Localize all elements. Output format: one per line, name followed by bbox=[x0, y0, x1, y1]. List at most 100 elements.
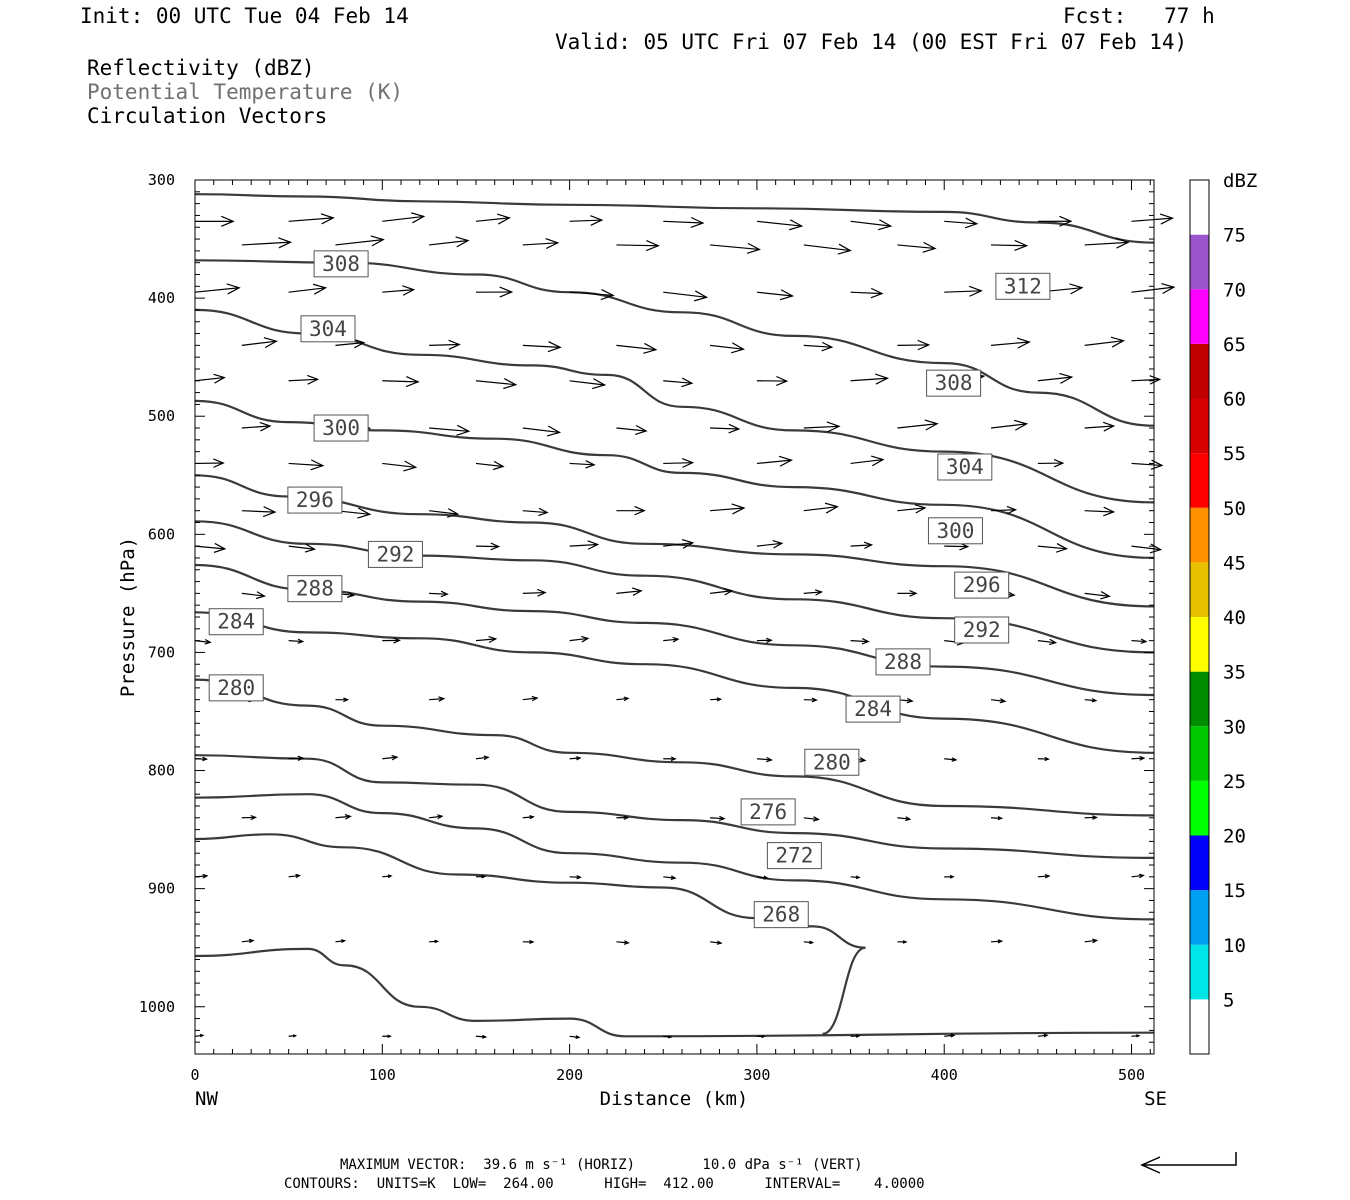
vector-arrow bbox=[756, 289, 795, 301]
vector-arrow bbox=[897, 940, 908, 944]
colorbar-level-label: 65 bbox=[1223, 334, 1246, 356]
contour-label-box bbox=[313, 250, 369, 278]
vector-arrow bbox=[475, 755, 490, 761]
x-left-end-label: NW bbox=[195, 1088, 218, 1110]
vector-arrow bbox=[1037, 458, 1065, 468]
contour-label: 280 bbox=[217, 676, 255, 700]
vector-arrow bbox=[1131, 375, 1162, 385]
vector-arrow bbox=[194, 873, 209, 879]
vector-arrow bbox=[475, 635, 498, 643]
vector-arrow bbox=[382, 285, 416, 296]
vector-arrow bbox=[663, 216, 705, 229]
vector-arrow bbox=[1131, 755, 1146, 761]
contour-label-box bbox=[208, 674, 264, 702]
vector-arrow bbox=[522, 695, 539, 702]
vector-arrow bbox=[1084, 336, 1126, 348]
vector-arrow bbox=[569, 1035, 581, 1040]
x-tick-label: 100 bbox=[369, 1066, 396, 1084]
x-tick-label: 500 bbox=[1118, 1066, 1145, 1084]
colorbar-cell bbox=[1190, 180, 1209, 235]
vector-arrow bbox=[897, 816, 912, 822]
contour-label-box bbox=[995, 272, 1051, 300]
colorbar-level-label: 60 bbox=[1223, 389, 1246, 411]
vector-arrow bbox=[991, 239, 1029, 252]
vector-arrow bbox=[944, 217, 979, 229]
colorbar-cell bbox=[1190, 398, 1209, 454]
vector-arrow bbox=[1131, 283, 1176, 295]
vector-arrow bbox=[756, 375, 789, 387]
contour-label-box bbox=[300, 315, 356, 343]
vector-arrow bbox=[194, 542, 227, 553]
contour-line bbox=[194, 754, 1155, 859]
contour-label-box bbox=[926, 369, 982, 397]
contour-line bbox=[194, 193, 1155, 244]
contour-label: 292 bbox=[963, 618, 1001, 642]
colorbar-level-label: 35 bbox=[1223, 662, 1246, 684]
vector-arrow bbox=[241, 938, 255, 944]
y-tick-label: 500 bbox=[148, 407, 175, 425]
contour-line bbox=[194, 833, 866, 1035]
vector-arrow bbox=[569, 215, 604, 226]
vector-arrow bbox=[756, 875, 769, 880]
vector-arrow bbox=[194, 1033, 205, 1038]
colorbar-level-label: 25 bbox=[1223, 771, 1246, 793]
vector-arrow bbox=[850, 287, 884, 299]
vector-arrow bbox=[803, 940, 815, 945]
vector-arrow bbox=[1037, 215, 1073, 227]
colorbar-level-label: 75 bbox=[1223, 225, 1246, 247]
vector-arrow bbox=[663, 756, 677, 762]
vector-arrow bbox=[991, 939, 1004, 944]
vector-arrow bbox=[569, 635, 590, 643]
contour-labels: 312 308 308 304 304 300 300 296 296 292 292 288 288 2… bbox=[208, 250, 1051, 929]
vector-arrow bbox=[616, 424, 648, 435]
y-tick-label: 600 bbox=[148, 525, 175, 543]
vector-arrow bbox=[803, 341, 834, 352]
vector-arrow bbox=[1037, 638, 1058, 646]
vector-arrow bbox=[288, 638, 305, 644]
vector-arrow bbox=[522, 507, 549, 517]
vector-arrow bbox=[990, 337, 1031, 349]
contour-label-box bbox=[927, 517, 983, 545]
vector-arrow bbox=[663, 875, 677, 881]
vector-arrow bbox=[710, 697, 723, 702]
vector-arrow bbox=[288, 755, 305, 761]
vector-arrow bbox=[803, 816, 820, 822]
vector-arrow bbox=[663, 377, 694, 388]
vector-arrow bbox=[522, 588, 547, 597]
colorbar-level-label: 40 bbox=[1223, 607, 1246, 629]
vector-arrow bbox=[616, 342, 658, 354]
vector-arrow bbox=[990, 698, 1007, 704]
contour-info-note: CONTOURS: UNITS=K LOW= 264.00 HIGH= 412.… bbox=[284, 1176, 925, 1192]
vector-arrow bbox=[1131, 873, 1145, 879]
vector-arrow bbox=[1037, 874, 1051, 879]
vector-arrow bbox=[756, 219, 804, 231]
vector-arrow bbox=[710, 423, 741, 434]
vector-arrow bbox=[429, 424, 471, 436]
vector-arrow bbox=[663, 1035, 673, 1039]
vector-arrow bbox=[288, 543, 317, 553]
colorbar-cell bbox=[1190, 343, 1209, 399]
colorbar-cell bbox=[1190, 617, 1209, 672]
colorbar-cell bbox=[1190, 507, 1209, 563]
vector-arrow bbox=[803, 697, 818, 703]
contour-label: 312 bbox=[1004, 274, 1042, 298]
vector-arrow bbox=[897, 589, 918, 597]
contour-label-box bbox=[313, 414, 369, 442]
valid-time: Valid: 05 UTC Fri 07 Feb 14 (00 EST Fri … bbox=[555, 30, 1188, 54]
y-tick-label: 900 bbox=[148, 880, 175, 898]
contour-label: 300 bbox=[936, 519, 974, 543]
colorbar-cell bbox=[1190, 726, 1209, 781]
colorbar-level-label: 15 bbox=[1223, 880, 1246, 902]
vector-arrow bbox=[382, 460, 418, 472]
colorbar-level-label: 50 bbox=[1223, 498, 1246, 520]
contour-label: 308 bbox=[935, 371, 973, 395]
vector-arrow bbox=[1084, 591, 1111, 600]
vector-arrow bbox=[475, 213, 511, 225]
vector-arrow bbox=[756, 539, 784, 549]
contour-line bbox=[194, 947, 1155, 1038]
vector-arrow bbox=[663, 538, 695, 549]
vector-arrow bbox=[195, 215, 235, 227]
vector-arrow bbox=[288, 283, 328, 295]
vector-arrow bbox=[756, 637, 773, 644]
colorbar-cell bbox=[1190, 453, 1209, 508]
